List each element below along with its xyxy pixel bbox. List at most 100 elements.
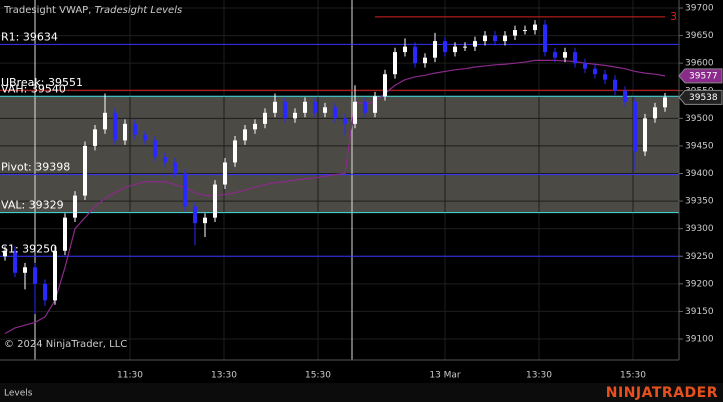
candle-body (553, 52, 557, 58)
candle-body (493, 35, 497, 42)
y-tick-label: 39350 (685, 197, 714, 207)
candle-body (183, 173, 187, 207)
candle-body (603, 74, 607, 80)
candle-body (343, 118, 347, 124)
candle-body (73, 195, 77, 218)
candle-body (663, 97, 667, 108)
candle-body (63, 217, 67, 251)
x-tick-label: 13:30 (526, 371, 552, 381)
candle-body (653, 107, 657, 119)
vwap-tag: 39577 (689, 71, 718, 81)
candle-body (453, 46, 457, 53)
y-tick-label: 39450 (685, 141, 714, 151)
candle-body (253, 123, 257, 130)
indicator-title-a: Tradesight VWAP, (3, 5, 95, 16)
tab-bar (0, 383, 723, 402)
candle-body (393, 52, 397, 75)
x-tick-label: 15:30 (620, 371, 646, 381)
y-tick-label: 39200 (685, 279, 714, 289)
candle-body (123, 123, 127, 141)
indicator-title-b: Tradesight Levels (95, 5, 183, 16)
candle-body (213, 184, 217, 218)
candle-body (573, 52, 577, 64)
logo: NINJATRADER (606, 385, 718, 401)
candle-body (243, 129, 247, 141)
y-tick-label: 39650 (685, 31, 714, 41)
tab[interactable]: Levels (4, 389, 33, 399)
candle-body (473, 41, 477, 47)
candle-body (373, 96, 377, 113)
candle-body (223, 162, 227, 185)
candle-body (593, 68, 597, 75)
candle-body (533, 24, 537, 31)
candle-body (263, 112, 267, 124)
candle-body (193, 206, 197, 224)
candle-body (33, 267, 37, 284)
y-tick-label: 39600 (685, 59, 714, 69)
candle-body (313, 101, 317, 113)
y-tick-label: 39150 (685, 307, 714, 317)
candle-body (43, 283, 47, 301)
candle-body (103, 112, 107, 130)
candle-body (23, 267, 27, 273)
candle-body (3, 250, 7, 257)
x-tick-label: 13:30 (211, 371, 237, 381)
copyright: © 2024 NinjaTrader, LLC (4, 339, 127, 350)
candle-body (283, 101, 287, 119)
candle-body (563, 52, 567, 58)
candle-body (203, 217, 207, 224)
candle-body (53, 250, 57, 301)
candle-body (93, 129, 97, 146)
level-label: Pivot: 39398 (1, 161, 70, 174)
plot-area (0, 0, 679, 360)
candle-body (463, 46, 467, 48)
candle-body (643, 118, 647, 152)
y-tick-label: 39100 (685, 335, 714, 345)
candle-body (173, 162, 177, 174)
indicator-title: Tradesight VWAP, Tradesight Levels (3, 5, 182, 16)
candle-body (333, 107, 337, 119)
candle-body (293, 112, 297, 119)
x-tick-label: 11:30 (117, 371, 143, 381)
level-label: S1: 39250 (1, 242, 57, 255)
candle-body (133, 123, 137, 135)
candle-body (633, 101, 637, 152)
candle-body (443, 41, 447, 53)
y-tick-label: 39700 (685, 4, 714, 14)
candle-body (83, 145, 87, 196)
candle-body (423, 57, 427, 64)
candle-body (153, 140, 157, 157)
candle-body (273, 101, 277, 113)
level-label: UBreak: 39551 (1, 76, 83, 89)
candle-body (613, 79, 617, 91)
candle-body (303, 101, 307, 113)
candle-body (483, 35, 487, 42)
x-tick-label: 13 Mar (429, 371, 461, 381)
y-tick-label: 39300 (685, 224, 714, 234)
candle-body (623, 90, 627, 102)
candle-body (13, 250, 17, 273)
candle-body (163, 156, 167, 163)
candle-body (413, 46, 417, 64)
candle-body (433, 41, 437, 58)
candle-body (503, 35, 507, 42)
candle-body (383, 74, 387, 97)
candle-body (143, 134, 147, 141)
vwap-tag-box (678, 68, 723, 84)
candle-body (113, 112, 117, 141)
y-tick-label: 39400 (685, 169, 714, 179)
level-label: R1: 39634 (1, 30, 58, 43)
candle-body (323, 107, 327, 113)
candle-body (363, 101, 367, 113)
target-label: 3 (670, 10, 677, 23)
candle-body (403, 46, 407, 53)
price-tag: 39538 (689, 93, 718, 103)
candle-body (233, 140, 237, 163)
level-label: VAH: 39540 (1, 82, 66, 95)
price-tag-box (678, 89, 723, 105)
candle-body (523, 30, 527, 32)
x-tick-label: 15:30 (305, 371, 331, 381)
candle-body (583, 63, 587, 69)
level-label: VAL: 39329 (1, 199, 64, 212)
